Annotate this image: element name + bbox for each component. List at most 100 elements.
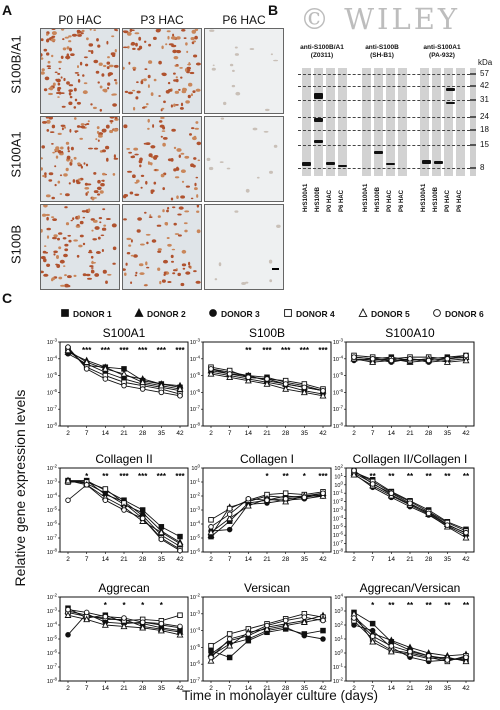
data-point bbox=[320, 391, 326, 397]
data-point bbox=[102, 376, 109, 382]
x-tick-label: 21 bbox=[263, 430, 271, 437]
data-point bbox=[264, 497, 270, 503]
data-point bbox=[463, 352, 469, 359]
data-point bbox=[177, 533, 183, 540]
data-point bbox=[121, 620, 127, 627]
data-point bbox=[102, 487, 109, 494]
data-point bbox=[121, 379, 127, 386]
x-tick-label: 14 bbox=[388, 430, 396, 437]
kda-marker: 31 bbox=[480, 95, 489, 104]
data-point bbox=[301, 614, 308, 620]
series-line bbox=[353, 473, 467, 536]
data-point bbox=[425, 653, 432, 659]
data-point bbox=[226, 372, 233, 379]
data-point bbox=[425, 354, 433, 362]
data-point bbox=[226, 371, 233, 377]
ladder-band bbox=[470, 99, 476, 101]
micrograph-2-0 bbox=[39, 203, 120, 290]
data-point bbox=[83, 477, 90, 484]
data-point bbox=[351, 357, 357, 364]
chart-1: S100B 10-8 10-7 10-6 10-5 10-4 10-3 2 7 14 ** 21 ***… bbox=[190, 326, 332, 437]
blot-band bbox=[386, 163, 395, 165]
data-point bbox=[226, 367, 233, 374]
chart-frame bbox=[202, 341, 332, 427]
chart-4: Collagen I 10-6 10-5 10-4 10-3 10-2 10-1 100 2 7 1… bbox=[190, 452, 332, 563]
data-point bbox=[121, 619, 127, 625]
series-line bbox=[67, 353, 181, 392]
marker-dashline bbox=[298, 100, 470, 101]
data-point bbox=[301, 491, 308, 498]
x-tick-label: 35 bbox=[444, 430, 452, 437]
data-point bbox=[120, 370, 128, 377]
data-point bbox=[425, 354, 432, 360]
data-point bbox=[226, 518, 233, 524]
y-tick-label: 10-8 bbox=[47, 548, 58, 557]
data-point bbox=[388, 643, 395, 649]
data-point bbox=[177, 391, 183, 397]
marker-dashline bbox=[298, 130, 470, 131]
data-point bbox=[65, 351, 71, 357]
data-point bbox=[443, 653, 451, 660]
data-point bbox=[263, 492, 271, 499]
data-point bbox=[177, 384, 183, 391]
data-point bbox=[462, 529, 470, 537]
data-point bbox=[208, 533, 214, 540]
data-point bbox=[139, 620, 146, 627]
data-point bbox=[65, 497, 71, 503]
significance-stars: *** bbox=[119, 346, 129, 355]
data-point bbox=[207, 370, 215, 377]
data-point bbox=[369, 633, 376, 639]
x-tick-label: 42 bbox=[462, 430, 470, 437]
data-point bbox=[157, 626, 165, 634]
chart-title: Collagen I bbox=[240, 452, 294, 466]
data-point bbox=[102, 619, 109, 625]
x-tick-label: 21 bbox=[120, 556, 128, 563]
significance-stars: ** bbox=[388, 601, 395, 610]
lane-label: HrS100A1 bbox=[421, 183, 427, 212]
kda-marker: 42 bbox=[480, 81, 489, 90]
data-point bbox=[245, 631, 252, 637]
data-point bbox=[139, 381, 146, 387]
data-point bbox=[177, 627, 183, 634]
row-label-s100b: S100B bbox=[8, 224, 24, 265]
data-point bbox=[158, 536, 165, 543]
data-point bbox=[226, 631, 233, 637]
chart-0: S100A1 10-8 10-7 10-6 10-5 10-4 10-3 2 7 *** 14 ***… bbox=[47, 326, 189, 437]
antibody-name: anti-S100B bbox=[365, 44, 399, 51]
series-line bbox=[353, 613, 467, 662]
data-point bbox=[102, 497, 109, 503]
data-point bbox=[208, 366, 214, 372]
data-point bbox=[463, 654, 469, 660]
data-point bbox=[300, 616, 308, 624]
data-point bbox=[208, 364, 214, 370]
data-point bbox=[300, 492, 308, 499]
data-point bbox=[158, 384, 165, 391]
significance-stars: *** bbox=[300, 346, 310, 355]
series-line bbox=[353, 358, 467, 363]
data-point bbox=[120, 615, 128, 623]
data-point bbox=[176, 381, 184, 389]
data-point bbox=[444, 357, 451, 364]
y-tick-label: 10-1 bbox=[333, 489, 344, 498]
y-tick-label: 10-8 bbox=[333, 548, 344, 557]
data-point bbox=[282, 490, 289, 496]
data-point bbox=[444, 519, 451, 526]
x-tick-label: 21 bbox=[120, 430, 128, 437]
data-point bbox=[425, 510, 432, 517]
data-point bbox=[263, 380, 271, 387]
data-point bbox=[320, 617, 326, 624]
data-point bbox=[226, 526, 233, 533]
data-point bbox=[444, 356, 451, 362]
data-point bbox=[264, 379, 270, 386]
data-point bbox=[244, 631, 252, 639]
data-point bbox=[65, 345, 71, 352]
data-point bbox=[139, 377, 146, 384]
series-line bbox=[353, 470, 467, 534]
series-line bbox=[210, 494, 324, 537]
blot-band bbox=[314, 118, 323, 122]
data-point bbox=[407, 498, 413, 505]
series-line bbox=[210, 615, 324, 655]
data-point bbox=[244, 376, 252, 384]
